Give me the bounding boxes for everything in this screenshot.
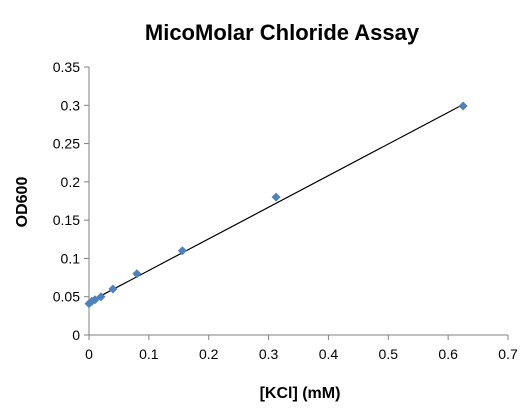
x-tick-label: 0.6 <box>438 346 458 362</box>
y-tick-label: 0.25 <box>53 136 80 152</box>
data-point <box>177 246 187 256</box>
y-tick-label: 0.05 <box>53 289 80 305</box>
x-tick-label: 0.5 <box>379 346 399 362</box>
data-point <box>108 284 118 294</box>
data-point <box>132 269 142 279</box>
y-tick-label: 0 <box>72 327 80 343</box>
data-points <box>84 101 468 309</box>
axis-ticks: 0 0.05 0.1 0.15 0.2 0.25 0.3 0.35 0 0.1 0.2 0.3 0.4 0… <box>53 59 518 362</box>
x-tick-label: 0.4 <box>319 346 339 362</box>
trendline-layer <box>88 103 464 303</box>
x-tick-label: 0.2 <box>199 346 219 362</box>
x-tick-label: 0.1 <box>139 346 159 362</box>
data-point <box>90 295 100 305</box>
x-tick-label: 0.7 <box>498 346 518 362</box>
y-axis-title: OD600 <box>14 177 31 228</box>
x-tick-label: 0.3 <box>259 346 279 362</box>
trendline <box>88 103 464 303</box>
y-tick-label: 0.2 <box>61 174 81 190</box>
y-tick-label: 0.35 <box>53 59 80 75</box>
x-tick-label: 0 <box>85 346 93 362</box>
y-tick-label: 0.3 <box>61 97 81 113</box>
y-tick-label: 0.1 <box>61 250 81 266</box>
y-tick-label: 0.15 <box>53 212 80 228</box>
data-point <box>96 292 106 302</box>
data-point <box>458 101 468 111</box>
data-point <box>271 192 281 202</box>
x-axis-title: [KCl] (mM) <box>260 385 341 402</box>
chart-title: MicoMolar Chloride Assay <box>145 20 420 45</box>
